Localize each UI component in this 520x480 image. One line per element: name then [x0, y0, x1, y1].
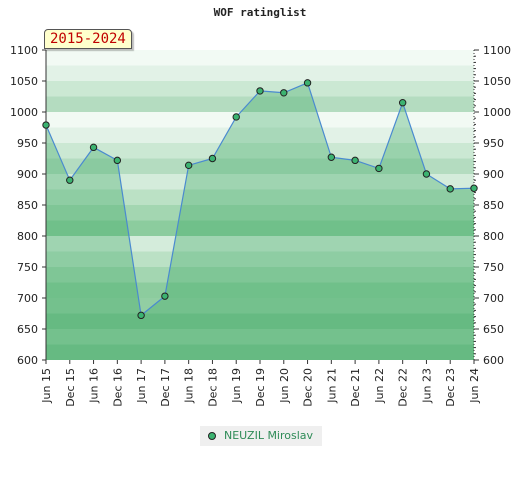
- x-tick-label: Jun 24: [468, 368, 481, 404]
- band-825: [46, 205, 474, 221]
- legend-label: NEUZIL Miroslav: [224, 429, 314, 442]
- y-tick-label-left: 600: [17, 354, 38, 367]
- band-900: [46, 158, 474, 174]
- y-tick-label-left: 1050: [10, 75, 38, 88]
- background-bands: [46, 50, 474, 360]
- data-point: [161, 292, 169, 300]
- y-tick-label-right: 750: [483, 261, 504, 274]
- x-tick-label: Jun 16: [88, 368, 101, 404]
- y-tick-label-right: 900: [483, 168, 504, 181]
- data-point: [375, 164, 383, 173]
- data-point: [113, 156, 122, 165]
- band-875: [46, 174, 474, 190]
- band-850: [46, 189, 474, 205]
- x-tick-label: Dec 17: [159, 368, 172, 407]
- y-tick-label-left: 1000: [10, 106, 38, 119]
- band-800: [46, 220, 474, 236]
- y-tick-label-left: 850: [17, 199, 38, 212]
- band-675: [46, 298, 474, 314]
- data-point: [208, 154, 217, 163]
- axes-layer: [42, 49, 479, 364]
- x-tick-label: Jun 18: [183, 368, 196, 404]
- y-tick-label-right: 700: [483, 292, 504, 305]
- band-925: [46, 143, 474, 159]
- data-point: [327, 153, 336, 161]
- x-tick-label: Jun 19: [230, 368, 243, 404]
- x-tick-label: Jun 15: [40, 368, 53, 404]
- x-tick-label: Dec 19: [254, 368, 267, 407]
- x-tick-label: Dec 18: [206, 368, 219, 407]
- x-tick-label: Dec 16: [111, 368, 124, 407]
- legend-marker-icon: [208, 432, 216, 440]
- band-1000: [46, 96, 474, 112]
- data-point: [89, 143, 98, 152]
- data-point: [446, 185, 454, 193]
- data-point: [137, 311, 145, 320]
- y-tick-label-right: 950: [483, 137, 504, 150]
- band-700: [46, 282, 474, 298]
- data-point: [351, 156, 359, 165]
- y-tick-label-right: 650: [483, 323, 504, 336]
- band-650: [46, 313, 474, 329]
- y-tick-label-right: 600: [483, 354, 504, 367]
- legend[interactable]: NEUZIL Miroslav: [200, 426, 322, 446]
- y-tick-label-right: 1100: [483, 44, 511, 57]
- data-point: [470, 184, 478, 192]
- x-tick-label: Dec 15: [64, 368, 77, 407]
- band-600: [46, 344, 474, 360]
- band-975: [46, 112, 474, 128]
- y-tick-label-right: 1000: [483, 106, 511, 119]
- x-tick-label: Jun 23: [420, 368, 433, 404]
- band-950: [46, 127, 474, 143]
- y-tick-label-left: 700: [17, 292, 38, 305]
- y-tick-label-left: 900: [17, 168, 38, 181]
- data-point: [66, 176, 74, 184]
- x-tick-label: Dec 22: [397, 368, 410, 407]
- y-tick-labels-left: 600 650 700 750 800 850 900 950 1000 1050 1100: [10, 44, 38, 367]
- x-tick-label: Dec 21: [349, 368, 362, 407]
- y-tick-label-right: 1050: [483, 75, 511, 88]
- period-badge: 2015-2024: [44, 29, 132, 49]
- band-750: [46, 251, 474, 267]
- data-point: [232, 113, 240, 121]
- band-1050: [46, 65, 474, 81]
- x-tick-label: Dec 23: [444, 368, 457, 407]
- y-tick-label-right: 800: [483, 230, 504, 243]
- x-tick-label: Jun 20: [278, 368, 291, 404]
- data-point: [184, 161, 193, 170]
- data-point: [280, 89, 288, 97]
- y-tick-label-left: 800: [17, 230, 38, 243]
- chart-title: WOF ratinglist: [213, 6, 307, 19]
- x-tick-label: Jun 17: [135, 368, 148, 404]
- data-point: [303, 79, 312, 87]
- band-1075: [46, 50, 474, 66]
- band-625: [46, 329, 474, 345]
- y-tick-label-right: 850: [483, 199, 504, 212]
- points-layer: [42, 79, 478, 320]
- y-tick-label-left: 1100: [10, 44, 38, 57]
- y-tick-label-left: 650: [17, 323, 38, 336]
- data-point: [422, 170, 431, 178]
- band-775: [46, 236, 474, 252]
- data-point: [398, 99, 407, 107]
- band-725: [46, 267, 474, 283]
- x-tick-labels: Jun 15 Dec 15 Jun 16 Dec 16 Jun 17 Dec 17 Jun …: [40, 368, 481, 407]
- area-layer: [46, 82, 474, 361]
- data-point: [42, 121, 50, 129]
- y-tick-labels-right: 600 650 700 750 800 850 900 950 1000 1050 1100: [483, 44, 511, 367]
- data-point: [256, 87, 264, 95]
- y-tick-label-left: 950: [17, 137, 38, 150]
- x-tick-label: Jun 22: [373, 368, 386, 404]
- x-tick-label: Dec 20: [302, 368, 315, 407]
- y-tick-label-left: 750: [17, 261, 38, 274]
- series-area: [46, 82, 474, 361]
- x-tick-label: Jun 21: [325, 368, 338, 404]
